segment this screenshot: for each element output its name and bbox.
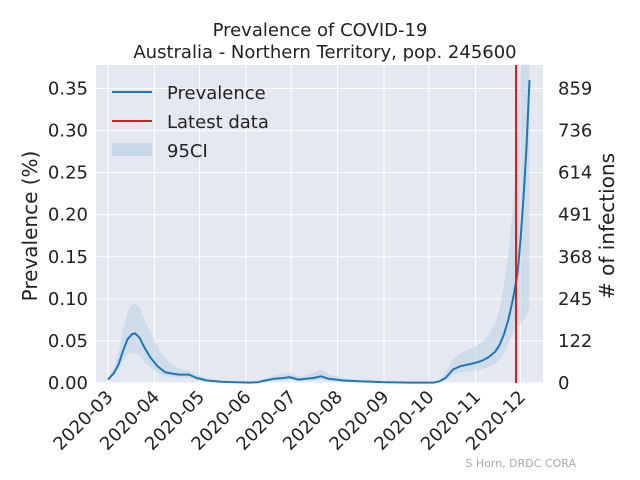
right-tick-label: 368	[558, 247, 592, 268]
grid-lines	[96, 65, 543, 384]
y-tick-label: 0.25	[48, 163, 88, 184]
ci-band-group	[108, 65, 530, 383]
right-tick-labels: 0 122 245 368 491 614 736 859	[558, 79, 592, 394]
y-tick-label: 0.15	[48, 247, 88, 268]
y-tick-label: 0.20	[48, 205, 88, 226]
y-tick-label: 0.30	[48, 121, 88, 142]
right-tick-label: 122	[558, 331, 592, 352]
right-tick-label: 859	[558, 79, 592, 100]
legend-ci-swatch	[112, 143, 152, 156]
legend-ci-label: 95CI	[167, 141, 208, 162]
y-axis-right-label: # of infections	[595, 153, 619, 299]
prevalence-line-group	[107, 80, 531, 384]
y-tick-labels: 0.00 0.05 0.10 0.15 0.20 0.25 0.30 0.35	[48, 79, 88, 394]
right-tick-label: 736	[558, 121, 592, 142]
ci-band	[108, 65, 530, 383]
plot-area	[96, 65, 543, 383]
y-tick-label: 0.10	[48, 289, 88, 310]
legend: Prevalence Latest data 95CI	[112, 83, 269, 162]
legend-prevalence-label: Prevalence	[167, 83, 266, 104]
right-tick-label: 491	[558, 205, 592, 226]
credit-text: S Horn, DRDC CORA	[465, 457, 576, 470]
chart-subtitle: Australia - Northern Territory, pop. 245…	[133, 42, 516, 63]
right-tick-label: 614	[558, 163, 592, 184]
chart-title: Prevalence of COVID-19	[213, 20, 428, 41]
y-tick-label: 0.05	[48, 331, 88, 352]
prevalence-line	[107, 80, 531, 384]
x-tick-labels: 2020-032020-042020-052020-062020-072020-…	[49, 387, 530, 455]
legend-latest-label: Latest data	[167, 112, 269, 133]
right-tick-label: 245	[558, 289, 592, 310]
right-tick-label: 0	[558, 373, 569, 394]
y-axis-label: Prevalence (%)	[18, 151, 42, 302]
y-tick-label: 0.35	[48, 79, 88, 100]
y-tick-label: 0.00	[48, 373, 88, 394]
